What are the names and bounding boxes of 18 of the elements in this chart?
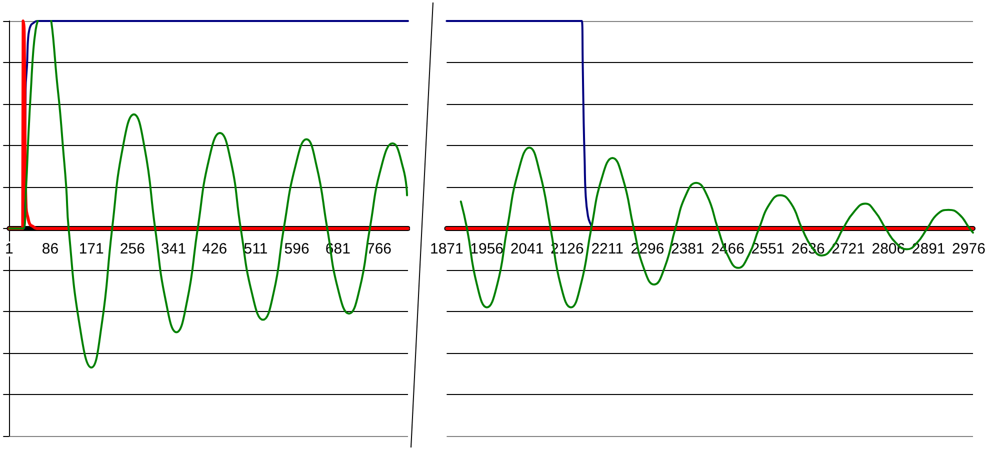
x-tick-label: 511 xyxy=(244,240,268,258)
x-tick-label: 2041 xyxy=(510,240,544,258)
x-tick-label: 766 xyxy=(366,240,392,258)
x-tick-label: 171 xyxy=(78,240,104,258)
x-tick-label: 341 xyxy=(161,240,186,258)
x-tick-label: 256 xyxy=(120,240,145,258)
x-tick-label: 1956 xyxy=(470,240,504,258)
x-tick-label: 596 xyxy=(284,240,310,258)
x-tick-label: 2721 xyxy=(832,240,865,258)
x-tick-label: 2381 xyxy=(670,240,704,258)
x-tick-label: 2551 xyxy=(751,240,785,258)
x-tick-label: 1 xyxy=(5,240,14,258)
x-tick-label: 426 xyxy=(202,240,228,258)
x-tick-label: 2891 xyxy=(912,240,946,258)
x-tick-label: 86 xyxy=(42,240,59,258)
x-tick-label: 2211 xyxy=(591,240,624,258)
x-tick-label: 1871 xyxy=(430,240,464,258)
x-tick-label: 2976 xyxy=(952,240,986,258)
